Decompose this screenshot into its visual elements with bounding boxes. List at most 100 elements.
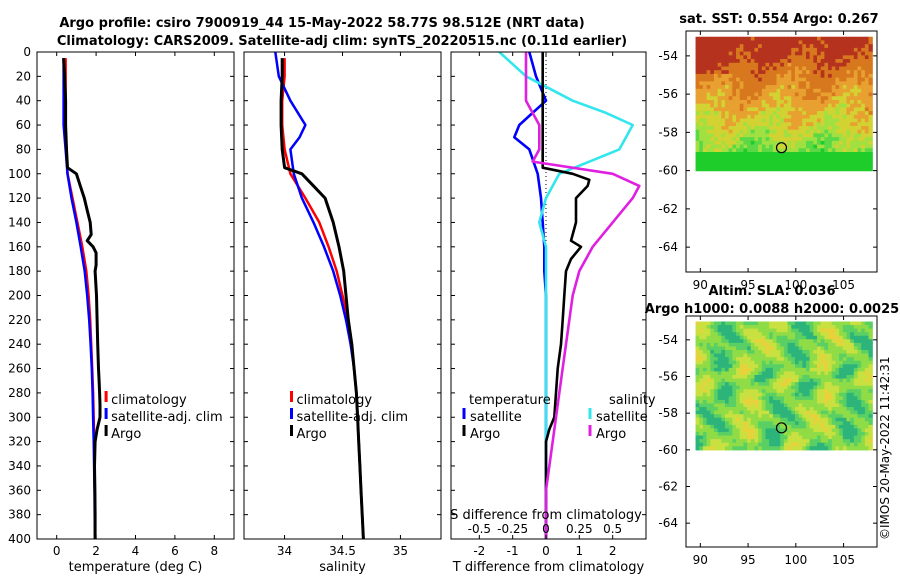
sst-heatmap-cell xyxy=(780,111,785,116)
sla-heatmap-cell xyxy=(809,424,814,430)
sla-heatmap-cell xyxy=(710,439,715,444)
sla-heatmap-cell xyxy=(754,396,759,401)
sst-heatmap-cell xyxy=(710,85,715,90)
sla-heatmap-cell xyxy=(769,382,774,387)
sst-heatmap-cell xyxy=(721,163,726,168)
sst-heatmap-cell xyxy=(758,73,763,79)
sla-heatmap-cell xyxy=(809,332,814,337)
sst-heatmap-cell xyxy=(772,133,778,138)
sla-heatmap-cell xyxy=(702,424,708,430)
sst-heatmap-cell xyxy=(732,159,737,164)
sla-heatmap-cell xyxy=(839,346,844,351)
sst-heatmap-cell xyxy=(850,88,855,94)
sla-heatmap-cell xyxy=(828,428,833,433)
sst-heatmap-cell xyxy=(754,155,759,161)
sla-heatmap-cell xyxy=(853,432,859,437)
sst-heatmap-cell xyxy=(706,144,711,149)
sla-heatmap-cell xyxy=(736,378,741,383)
sla-heatmap-cell xyxy=(787,321,792,326)
sst-heatmap-cell xyxy=(864,118,870,123)
sla-heatmap-cell xyxy=(780,335,785,340)
sst-heatmap-cell xyxy=(776,73,781,79)
sst-heatmap-cell xyxy=(728,137,733,142)
sst-heatmap-cell xyxy=(769,47,774,53)
sla-heatmap-cell xyxy=(831,335,837,340)
sst-heatmap-cell xyxy=(813,55,818,60)
sla-heatmap-cell xyxy=(794,385,800,390)
sst-heatmap-cell xyxy=(743,111,748,116)
sla-heatmap-cell xyxy=(695,339,700,344)
sst-heatmap-cell xyxy=(754,44,759,49)
sst-heatmap-cell xyxy=(769,129,774,135)
sla-heatmap-cell xyxy=(817,435,822,440)
sla-heatmap-cell xyxy=(842,424,848,430)
sla-heatmap-cell xyxy=(787,325,792,330)
sla-heatmap-cell xyxy=(780,428,785,433)
sst-lat-tick-label: -58 xyxy=(658,125,678,139)
sst-heatmap-cell xyxy=(809,81,814,86)
sst-heatmap-cell xyxy=(868,118,873,123)
sst-heatmap-cell xyxy=(802,99,807,105)
sla-heatmap-cell xyxy=(765,371,770,376)
sla-heatmap-cell xyxy=(702,367,708,372)
sla-heatmap-cell xyxy=(758,367,763,372)
sla-heatmap-cell xyxy=(783,432,789,437)
sst-heatmap-cell xyxy=(839,51,844,56)
sst-heatmap-cell xyxy=(835,122,840,127)
sla-heatmap-cell xyxy=(820,332,825,337)
sst-heatmap-cell xyxy=(772,77,778,82)
sla-heatmap-cell xyxy=(820,392,825,397)
sla-heatmap-cell xyxy=(732,321,737,326)
sla-heatmap-cell xyxy=(809,417,814,422)
sla-heatmap-cell xyxy=(728,399,733,405)
sst-heatmap-cell xyxy=(713,118,719,123)
sst-heatmap-cell xyxy=(706,47,711,53)
sst-heatmap-cell xyxy=(787,85,792,90)
sla-heatmap-cell xyxy=(813,364,818,369)
sla-heatmap-cell xyxy=(864,339,870,344)
sst-heatmap-cell xyxy=(739,166,744,172)
sst-heatmap-cell xyxy=(868,66,873,71)
sla-heatmap-cell xyxy=(798,389,803,394)
sst-heatmap-cell xyxy=(769,44,774,49)
sst-heatmap-cell xyxy=(798,73,803,79)
sst-heatmap-cell xyxy=(728,81,733,86)
sst-heatmap-cell xyxy=(831,66,837,71)
sla-heatmap-cell xyxy=(702,374,708,380)
sla-heatmap-cell xyxy=(828,374,833,380)
sla-heatmap-cell xyxy=(702,389,708,394)
sst-heatmap-cell xyxy=(721,88,726,94)
sla-heatmap-cell xyxy=(747,350,752,355)
sst-heatmap-cell xyxy=(754,88,759,94)
sla-heatmap-cell xyxy=(835,421,840,426)
sla-heatmap-cell xyxy=(820,396,825,401)
sst-heatmap-cell xyxy=(761,144,767,149)
sla-heatmap-cell xyxy=(824,389,829,394)
sst-heatmap-cell xyxy=(850,40,855,45)
sla-heatmap-cell xyxy=(791,357,796,362)
sla-heatmap-cell xyxy=(772,399,778,405)
sst-heatmap-cell xyxy=(813,44,818,49)
sla-heatmap-cell xyxy=(747,339,752,344)
sst-heatmap-cell xyxy=(857,59,862,64)
sla-heatmap-cell xyxy=(805,407,811,412)
sla-heatmap-cell xyxy=(864,321,870,326)
sla-heatmap-cell xyxy=(728,439,733,444)
sla-heatmap-cell xyxy=(850,339,855,344)
sst-heatmap-cell xyxy=(743,77,748,82)
sla-heatmap-cell xyxy=(820,428,825,433)
sla-heatmap-cell xyxy=(776,389,781,394)
sst-heatmap-cell xyxy=(805,152,811,157)
sla-heatmap-cell xyxy=(798,410,803,415)
sla-heatmap-cell xyxy=(783,410,789,415)
sla-heatmap-cell xyxy=(772,364,778,369)
sst-heatmap-cell xyxy=(776,77,781,82)
sla-heatmap-cell xyxy=(839,378,844,383)
sla-heatmap-cell xyxy=(805,414,811,419)
sla-heatmap-cell xyxy=(868,374,873,380)
sst-heatmap-cell xyxy=(831,47,837,53)
sla-heatmap-cell xyxy=(747,357,752,362)
sla-heatmap-cell xyxy=(817,346,822,351)
sst-heatmap-cell xyxy=(736,111,741,116)
sst-heatmap-cell xyxy=(824,152,829,157)
